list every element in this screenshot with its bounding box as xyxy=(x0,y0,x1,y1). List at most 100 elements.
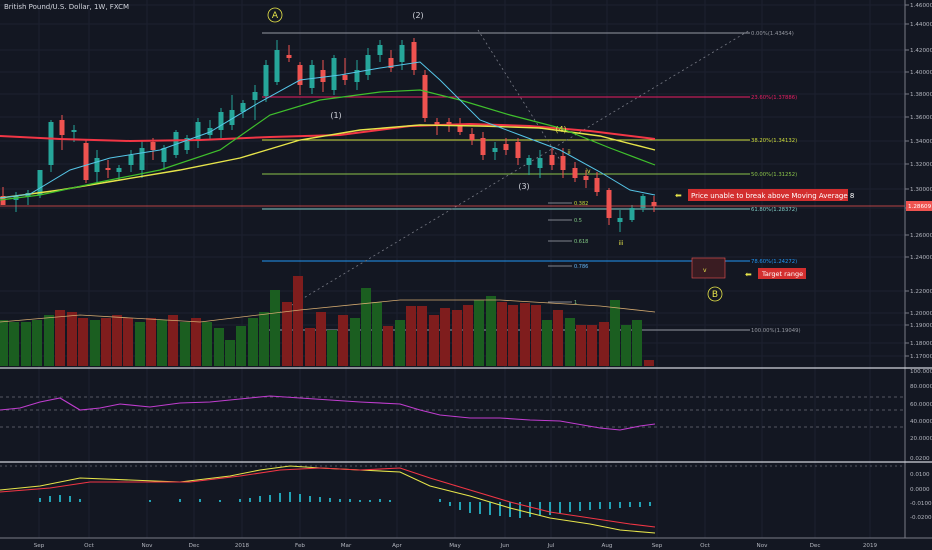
rsi-tick-label: 20.0000 xyxy=(910,436,932,442)
volume-bar xyxy=(474,300,484,366)
candle-body xyxy=(629,208,635,220)
candle-body xyxy=(161,148,167,162)
wave-label-w4: (4) xyxy=(555,125,566,134)
price-tick-label: 1.19000 xyxy=(910,323,932,329)
time-tick-label: Oct xyxy=(84,543,94,549)
volume-bar xyxy=(112,315,122,366)
macd-histogram-bar xyxy=(459,502,461,510)
macd-line xyxy=(0,465,656,534)
volume-bar xyxy=(338,315,348,366)
wave-label-v: v xyxy=(703,267,707,274)
volume-bar xyxy=(440,308,450,366)
volume-bar xyxy=(486,296,496,366)
candle-body xyxy=(173,132,179,155)
volume-bar xyxy=(520,303,530,366)
volume-bar xyxy=(101,318,111,366)
volume-bar xyxy=(632,320,642,366)
volume-bar xyxy=(146,318,156,366)
candle-body xyxy=(354,70,360,82)
time-tick-label: Mar xyxy=(341,543,352,549)
volume-bar xyxy=(429,315,439,366)
time-tick-label: Sep xyxy=(652,543,663,549)
macd-tick-label: -0.0200 xyxy=(910,515,932,521)
volume-bar xyxy=(599,322,609,366)
candle-body xyxy=(377,45,383,55)
wave-label-A: A xyxy=(272,11,279,21)
macd-histogram-bar xyxy=(609,502,611,509)
macd-histogram-bar xyxy=(529,502,531,517)
macd-histogram-bar xyxy=(329,498,331,502)
rsi-tick-label: 100.0000 xyxy=(910,369,932,375)
volume-bar xyxy=(191,318,201,366)
volume-bar xyxy=(168,315,178,366)
macd-histogram-bar xyxy=(359,500,361,502)
macd-histogram-bar xyxy=(279,493,281,502)
candle-body xyxy=(537,158,543,168)
candlesticks xyxy=(0,38,657,232)
candle-body xyxy=(195,122,201,140)
candle-body xyxy=(606,190,612,218)
volume-bar xyxy=(293,276,303,366)
macd-histogram-bar xyxy=(179,499,181,502)
macd-histogram-bar xyxy=(79,499,81,502)
volume-bar xyxy=(644,360,654,366)
macd-histogram-bar xyxy=(199,499,201,502)
macd-histogram-bar xyxy=(479,502,481,514)
macd-histogram-bar xyxy=(249,498,251,502)
small-fib-label: 0.618 xyxy=(574,239,588,245)
macd-histogram-bar xyxy=(299,494,301,502)
macd-histogram-bar xyxy=(239,499,241,502)
price-tick-label: 1.17000 xyxy=(910,354,932,360)
candle-body xyxy=(411,42,417,70)
macd-histogram-bar xyxy=(589,502,591,510)
price-tick-label: 1.32000 xyxy=(910,162,932,168)
volume-bar xyxy=(282,302,292,366)
volume-bar xyxy=(248,318,258,366)
time-tick-label: Jul xyxy=(547,543,555,549)
candle-body xyxy=(105,168,111,170)
volume-bar xyxy=(214,328,224,366)
macd-histogram-bar xyxy=(149,500,151,502)
macd-histogram-bar xyxy=(289,492,291,502)
macd-histogram-bar xyxy=(349,499,351,502)
rsi-tick-label: 60.0000 xyxy=(910,402,932,408)
fib-level-label: 0.00%(1.43454) xyxy=(751,31,794,37)
candle-body xyxy=(492,148,498,152)
rsi-pane xyxy=(0,395,905,431)
macd-histogram-bar xyxy=(39,498,41,502)
last-price-label: 1.28609 xyxy=(908,204,932,210)
candle-body xyxy=(594,178,600,192)
volume-bars xyxy=(0,276,654,366)
macd-histogram-bar xyxy=(569,502,571,512)
volume-bar xyxy=(316,312,326,366)
candle-body xyxy=(274,50,280,82)
wave-circle xyxy=(707,286,723,302)
price-tick-label: 1.40000 xyxy=(910,70,932,76)
time-tick-label: 2018 xyxy=(235,543,250,549)
candle-body xyxy=(549,155,555,165)
volume-bar xyxy=(542,320,552,366)
volume-bar xyxy=(123,318,133,366)
price-tick-label: 1.34000 xyxy=(910,139,932,145)
volume-bar xyxy=(452,310,462,366)
candle-body xyxy=(150,142,156,150)
fibonacci-retracement: 0.00%(1.43454) 23.60%(1.37886) 38.20%(1.34… xyxy=(261,29,801,334)
volume-bar xyxy=(180,322,190,366)
candle-body xyxy=(526,158,532,165)
price-tick-label: 1.30000 xyxy=(910,187,932,193)
candle-body xyxy=(0,196,6,205)
macd-histogram-bar xyxy=(499,502,501,516)
macd-tick-label: 0.0000 xyxy=(910,487,930,493)
macd-histogram-bar xyxy=(309,496,311,502)
time-tick-label: 2019 xyxy=(863,543,878,549)
volume-bar xyxy=(202,322,212,366)
moving-average-21 xyxy=(0,89,656,201)
price-tick-label: 1.26000 xyxy=(910,233,932,239)
volume-bar xyxy=(327,330,337,366)
volume-bar xyxy=(497,302,507,366)
price-tick-label: 1.38000 xyxy=(910,92,932,98)
candle-body xyxy=(342,75,348,80)
candle-body xyxy=(309,65,315,88)
macd-histogram-bar xyxy=(619,502,621,508)
